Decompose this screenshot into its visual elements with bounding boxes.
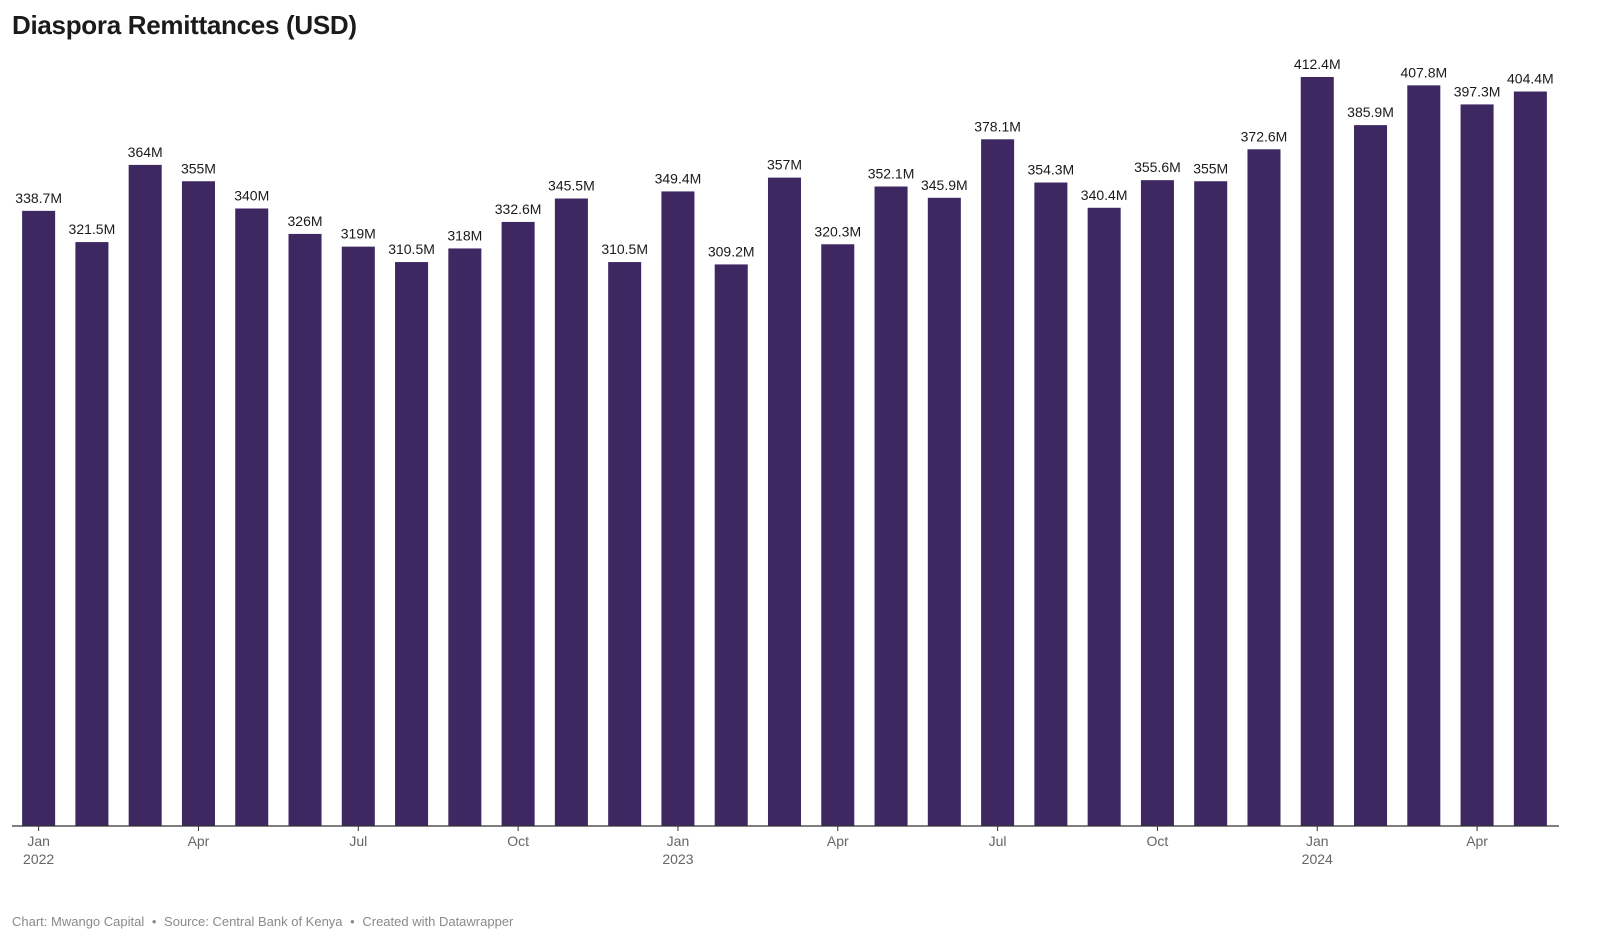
value-label-2022-04: 355M xyxy=(181,160,216,176)
bar-2023-03 xyxy=(767,177,802,826)
value-label-2022-10: 332.6M xyxy=(495,201,542,217)
value-label-2022-05: 340M xyxy=(234,187,269,203)
x-tick-label: Oct xyxy=(1147,833,1169,849)
bar-2023-05 xyxy=(874,186,908,826)
bar-2022-01 xyxy=(22,210,56,827)
value-label-2023-12: 372.6M xyxy=(1241,128,1288,144)
bar-2024-03 xyxy=(1407,85,1441,827)
bar-2022-09 xyxy=(448,248,482,826)
bar-2022-08 xyxy=(395,262,429,826)
bars-group xyxy=(22,77,1547,827)
bar-2023-11 xyxy=(1194,181,1228,826)
footer-separator: • xyxy=(350,914,355,929)
value-label-2022-11: 345.5M xyxy=(548,178,595,194)
x-tick-label: Apr xyxy=(827,833,849,849)
value-label-2023-07: 378.1M xyxy=(974,118,1021,134)
value-label-2024-01: 412.4M xyxy=(1294,56,1341,72)
x-tick-label: Jan xyxy=(667,833,690,849)
bar-2022-05 xyxy=(235,208,269,827)
value-label-2022-08: 310.5M xyxy=(388,241,435,257)
value-label-2024-05: 404.4M xyxy=(1507,71,1554,87)
value-label-2023-01: 349.4M xyxy=(655,170,702,186)
value-label-2024-03: 407.8M xyxy=(1400,64,1447,80)
bar-2022-04 xyxy=(181,181,215,826)
footer-separator: • xyxy=(151,914,157,929)
bar-2022-02 xyxy=(75,242,109,827)
value-label-2022-09: 318M xyxy=(447,227,482,243)
bar-2024-02 xyxy=(1354,125,1388,826)
value-label-2023-04: 320.3M xyxy=(814,223,861,239)
x-tick-label: Jan xyxy=(27,833,50,849)
value-label-2023-02: 309.2M xyxy=(708,243,755,259)
bar-2022-03 xyxy=(128,164,162,826)
footer-chart-credit: Chart: Mwango Capital xyxy=(12,914,145,929)
bar-2023-10 xyxy=(1140,180,1174,826)
bar-2023-04 xyxy=(821,244,855,826)
footer-created-with: Created with Datawrapper xyxy=(362,914,514,929)
footer-source: Source: Central Bank of Kenya xyxy=(164,914,343,929)
value-label-2022-02: 321.5M xyxy=(69,221,116,237)
value-label-2022-12: 310.5M xyxy=(601,241,648,257)
chart-title: Diaspora Remittances (USD) xyxy=(12,10,357,40)
x-tick-label: Jul xyxy=(349,833,367,849)
x-tick-year-label: 2024 xyxy=(1302,851,1333,867)
x-axis-ticks-group: Jan 2022 Apr Jul Oct Jan 2023 Apr Jul Oct Jan 2024 A… xyxy=(23,826,1488,867)
x-tick-year-label: 2023 xyxy=(662,851,693,867)
bar-2024-01 xyxy=(1300,77,1334,826)
x-tick-label: Oct xyxy=(507,833,529,849)
value-label-2023-05: 352.1M xyxy=(868,166,915,182)
value-label-2022-01: 338.7M xyxy=(15,190,62,206)
bar-2024-05 xyxy=(1513,91,1547,826)
bar-2024-04 xyxy=(1460,104,1494,827)
x-tick-label: Jul xyxy=(989,833,1007,849)
value-label-2024-04: 397.3M xyxy=(1454,83,1501,99)
bar-2023-08 xyxy=(1034,182,1068,826)
value-label-2023-10: 355.6M xyxy=(1134,159,1181,175)
bar-2022-10 xyxy=(501,221,535,826)
chart-footer: Chart: Mwango Capital • Source: Central … xyxy=(12,914,513,929)
value-labels-group: 338.7M 321.5M 364M 355M 340M 326M 319M 310.5M 31… xyxy=(15,56,1553,259)
bar-2023-02 xyxy=(714,264,748,826)
bar-2023-07 xyxy=(981,139,1015,827)
bar-2023-01 xyxy=(661,191,695,827)
bar-2022-12 xyxy=(608,262,642,826)
bar-2022-06 xyxy=(288,233,322,827)
value-label-2023-06: 345.9M xyxy=(921,177,968,193)
value-label-2022-06: 326M xyxy=(288,213,323,229)
value-label-2024-02: 385.9M xyxy=(1347,104,1394,120)
value-label-2023-08: 354.3M xyxy=(1028,162,1075,178)
bar-2023-06 xyxy=(927,197,961,826)
bar-2023-09 xyxy=(1087,207,1121,826)
x-tick-label: Apr xyxy=(188,833,210,849)
bar-2023-12 xyxy=(1247,149,1281,826)
x-tick-label: Jan xyxy=(1306,833,1329,849)
value-label-2023-11: 355M xyxy=(1193,160,1228,176)
x-tick-label: Apr xyxy=(1466,833,1488,849)
x-tick-year-label: 2022 xyxy=(23,851,54,867)
value-label-2023-09: 340.4M xyxy=(1081,187,1128,203)
bar-2022-07 xyxy=(341,246,375,826)
bar-2022-11 xyxy=(554,198,588,826)
value-label-2023-03: 357M xyxy=(767,157,802,173)
value-label-2022-07: 319M xyxy=(341,226,376,242)
value-label-2022-03: 364M xyxy=(128,144,163,160)
